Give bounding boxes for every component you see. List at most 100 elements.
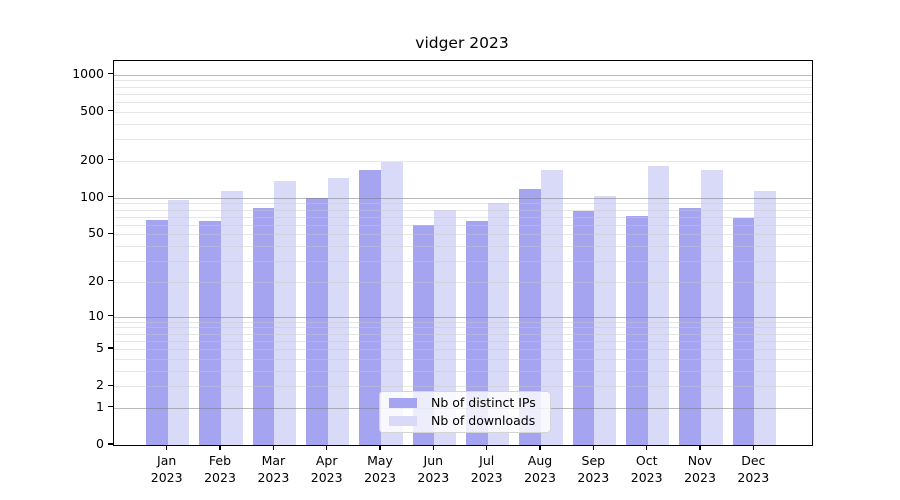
bar-downloads-sep: [594, 195, 616, 445]
legend-item-downloads: Nb of downloads: [389, 414, 542, 428]
legend-label-downloads: Nb of downloads: [431, 413, 536, 428]
ytick-mark-200: [108, 159, 113, 161]
gridline-10: [114, 316, 812, 318]
gridline-9: [114, 321, 812, 323]
gridline-200: [114, 160, 812, 162]
legend-item-distinct-ips: Nb of distinct IPs: [389, 396, 542, 410]
xtick-mark-jul: [486, 445, 488, 451]
ytick-label-200: 200: [80, 151, 104, 167]
gridline-8: [114, 327, 812, 329]
gridline-300: [114, 139, 812, 141]
xtick-label-dec: Dec 2023: [737, 453, 770, 485]
ytick-label-50: 50: [88, 225, 104, 241]
gridline-500: [114, 111, 812, 113]
ytick-label-20: 20: [88, 272, 104, 288]
xtick-label-nov: Nov 2023: [684, 453, 716, 485]
ytick-mark-100: [108, 196, 113, 198]
bar-distinct-ips-jun: [412, 224, 435, 445]
xtick-mark-jan: [166, 445, 168, 451]
plot-area: Nb of distinct IPs Nb of downloads: [113, 60, 813, 446]
bar-downloads-oct: [647, 166, 670, 445]
gridline-70: [114, 216, 812, 218]
bar-downloads-apr: [327, 177, 350, 445]
xtick-label-oct: Oct 2023: [630, 453, 663, 485]
ytick-mark-20: [108, 280, 113, 282]
gridline-90: [114, 203, 812, 205]
legend-swatch-distinct-ips: [389, 398, 417, 408]
bar-distinct-ips-sep: [572, 210, 595, 445]
xtick-label-mar: Mar 2023: [257, 453, 290, 485]
ytick-label-10: 10: [88, 307, 104, 323]
bar-distinct-ips-jan: [146, 219, 168, 445]
ytick-mark-1: [108, 406, 113, 408]
gridline-3: [114, 370, 812, 372]
xtick-mark-sep: [592, 445, 594, 451]
gridline-800: [114, 86, 812, 88]
bar-distinct-ips-apr: [306, 197, 328, 445]
bar-downloads-jun: [434, 210, 456, 445]
gridline-400: [114, 123, 812, 125]
bar-distinct-ips-oct: [626, 215, 648, 445]
bar-downloads-jul: [487, 203, 510, 445]
xtick-mark-feb: [219, 445, 221, 451]
ytick-mark-50: [108, 232, 113, 234]
bar-downloads-jan: [167, 199, 190, 445]
xtick-mark-oct: [646, 445, 648, 451]
gridline-60: [114, 224, 812, 226]
bar-downloads-dec: [754, 190, 776, 445]
xtick-label-aug: Aug 2023: [524, 453, 556, 485]
bar-distinct-ips-dec: [732, 218, 755, 445]
xtick-label-sep: Sep 2023: [577, 453, 610, 485]
gridline-50: [114, 234, 812, 236]
bar-distinct-ips-feb: [199, 220, 221, 445]
xtick-mark-nov: [699, 445, 701, 451]
gridline-100: [114, 197, 812, 199]
bar-distinct-ips-jul: [466, 220, 488, 445]
gridline-7: [114, 333, 812, 335]
xtick-label-jun: Jun 2023: [417, 453, 450, 485]
gridline-80: [114, 209, 812, 211]
legend-swatch-downloads: [389, 416, 417, 426]
gridline-600: [114, 102, 812, 104]
ytick-label-2: 2: [96, 377, 104, 393]
gridline-40: [114, 246, 812, 247]
ytick-label-500: 500: [80, 102, 104, 118]
gridline-4: [114, 358, 812, 360]
xtick-mark-mar: [272, 445, 274, 451]
gridline-30: [114, 261, 812, 262]
xtick-mark-dec: [752, 445, 754, 451]
xtick-mark-jun: [432, 445, 434, 451]
gridline-900: [114, 80, 812, 82]
xtick-mark-apr: [326, 445, 328, 451]
gridline-2: [114, 386, 812, 388]
xtick-label-jul: Jul 2023: [470, 453, 503, 485]
gridline-1000: [114, 74, 812, 76]
bar-downloads-aug: [541, 170, 563, 445]
ytick-label-5: 5: [96, 340, 104, 355]
chart-title: vidger 2023: [415, 34, 509, 52]
xtick-label-apr: Apr 2023: [310, 453, 343, 485]
xtick-mark-may: [379, 445, 381, 451]
xtick-mark-aug: [539, 445, 541, 451]
bar-downloads-mar: [274, 180, 297, 445]
ytick-mark-2: [108, 384, 113, 386]
bar-distinct-ips-mar: [252, 208, 275, 445]
gridline-6: [114, 340, 812, 342]
bar-distinct-ips-may: [359, 170, 381, 445]
ytick-label-100: 100: [80, 188, 104, 204]
xtick-label-feb: Feb 2023: [204, 453, 236, 485]
bar-downloads-may: [381, 162, 403, 445]
ytick-mark-500: [108, 110, 113, 112]
ytick-mark-10: [108, 314, 113, 317]
bar-distinct-ips-nov: [679, 208, 701, 445]
legend-label-distinct-ips: Nb of distinct IPs: [431, 395, 536, 410]
bar-downloads-nov: [701, 170, 723, 445]
bar-downloads-feb: [221, 191, 243, 445]
xtick-label-may: May 2023: [364, 453, 396, 485]
ytick-label-1000: 1000: [72, 65, 104, 81]
gridline-700: [114, 93, 812, 95]
ytick-mark-1000: [108, 73, 113, 75]
ytick-label-0: 0: [96, 436, 104, 451]
xtick-label-jan: Jan 2023: [150, 453, 183, 485]
gridline-5: [114, 349, 812, 350]
